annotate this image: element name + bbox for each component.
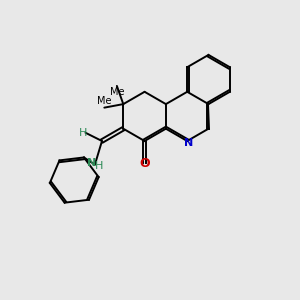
Text: Me: Me bbox=[110, 87, 124, 98]
Text: N: N bbox=[184, 138, 194, 148]
Text: O: O bbox=[139, 157, 150, 169]
Text: N: N bbox=[87, 158, 97, 168]
Text: H: H bbox=[79, 128, 87, 138]
Text: H: H bbox=[95, 161, 103, 171]
Text: Me: Me bbox=[97, 96, 112, 106]
